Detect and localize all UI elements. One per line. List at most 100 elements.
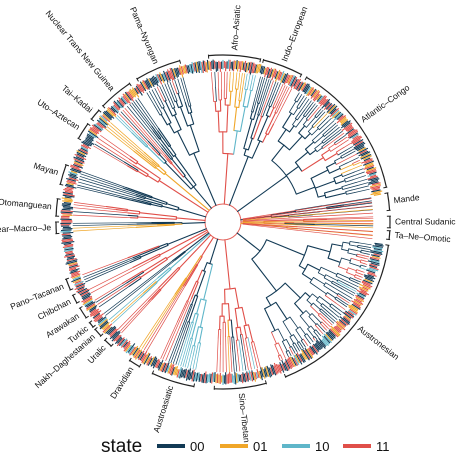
tree-branch: [242, 220, 374, 223]
tip-state-tick: [298, 82, 304, 92]
tree-branch: [332, 286, 353, 299]
tip-state-tick: [300, 353, 306, 363]
tree-branch: [203, 262, 208, 272]
tree-branch: [297, 92, 300, 95]
tip-state-tick: [345, 124, 353, 131]
tree-branch: [151, 289, 162, 301]
tip-state-tick: [182, 65, 186, 74]
tip-state-tick: [157, 361, 162, 369]
tree-branch: [184, 349, 190, 368]
tree-branch: [280, 87, 290, 105]
tip-state-tick: [109, 328, 117, 336]
tree-branch: [127, 106, 163, 149]
tree-branch: [329, 305, 337, 312]
tip-state-tick: [74, 280, 82, 284]
tip-state-tick: [373, 248, 382, 251]
tip-state-tick: [234, 60, 237, 70]
tip-state-tick: [319, 98, 327, 107]
tip-state-tick: [301, 352, 307, 360]
tree-branch: [151, 161, 159, 168]
tip-state-tick: [185, 370, 188, 378]
tip-state-tick: [64, 196, 72, 199]
tree-branch: [319, 330, 324, 335]
tree-branch: [242, 205, 373, 221]
tree-branch: [310, 169, 329, 179]
tip-state-tick: [213, 60, 216, 69]
tree-branch: [158, 179, 209, 213]
tip-state-tick: [260, 367, 264, 378]
tree-branch: [196, 298, 202, 315]
tree-branch: [76, 186, 121, 198]
tree-branch: [138, 212, 178, 218]
tip-state-tick: [309, 345, 316, 354]
tip-state-tick: [266, 365, 272, 378]
phylogenetic-tree: [72, 71, 374, 373]
tree-connector: [233, 129, 241, 132]
tree-branch: [142, 256, 167, 273]
tip-state-tick: [238, 374, 241, 382]
tree-branch: [321, 149, 331, 156]
tree-branch: [185, 255, 202, 279]
tip-state-tick: [304, 349, 311, 360]
tree-branch: [265, 112, 277, 134]
family-arc-tick: [78, 306, 83, 309]
tip-state-tick: [293, 354, 300, 366]
tip-state-tick: [370, 250, 383, 254]
tree-connector: [335, 273, 338, 277]
tree-branch: [196, 256, 203, 266]
tip-state-tick: [341, 120, 349, 127]
tip-state-tick: [73, 158, 85, 164]
tree-branch: [228, 80, 231, 92]
tree-branch: [105, 128, 135, 152]
tree-branch: [296, 350, 298, 353]
tip-state-tick: [63, 201, 72, 204]
tree-branch: [85, 262, 131, 283]
tip-state-tick: [191, 61, 195, 73]
tip-state-tick: [233, 375, 235, 385]
tree-branch: [322, 127, 332, 136]
tree-branch: [305, 109, 315, 120]
tip-state-tick: [361, 281, 373, 288]
tip-state-tick: [166, 69, 172, 80]
tree-branch: [183, 321, 191, 340]
tree-branch: [248, 74, 251, 82]
tip-state-tick: [349, 132, 359, 139]
tip-state-tick: [80, 146, 89, 151]
tree-branch: [306, 333, 311, 339]
tree-branch: [141, 299, 174, 349]
tree-branch: [340, 202, 373, 208]
tree-branch: [326, 206, 342, 210]
tip-state-tick: [373, 193, 382, 196]
tree-branch: [337, 279, 349, 286]
tip-state-tick: [96, 119, 107, 128]
tip-state-tick: [138, 350, 145, 361]
tip-state-tick: [359, 283, 371, 290]
tip-state-tick: [313, 89, 320, 98]
tip-state-tick: [88, 129, 98, 136]
tip-state-tick: [247, 62, 251, 71]
tree-branch: [354, 276, 360, 280]
tip-state-tick: [61, 197, 73, 201]
tree-branch: [136, 222, 175, 225]
tip-state-tick: [93, 124, 102, 132]
tree-branch: [350, 148, 355, 152]
tip-state-tick: [99, 321, 109, 330]
family-label: Indo–European: [279, 5, 309, 63]
tree-branch: [265, 239, 305, 256]
tree-branch: [356, 182, 369, 186]
tip-state-tick: [69, 270, 78, 274]
tree-branch: [326, 313, 336, 322]
tree-branch: [196, 270, 206, 297]
tree-branch: [332, 124, 338, 130]
tree-branch: [94, 283, 123, 301]
tip-state-tick: [160, 362, 166, 372]
tree-branch: [170, 91, 176, 103]
tree-branch: [343, 142, 352, 148]
tree-branch: [234, 287, 240, 309]
tree-branch: [289, 316, 299, 329]
tree-branch: [212, 88, 215, 102]
tip-state-tick: [316, 339, 324, 348]
tree-branch: [124, 108, 166, 156]
tree-branch: [249, 83, 252, 91]
tip-state-tick: [63, 242, 72, 245]
